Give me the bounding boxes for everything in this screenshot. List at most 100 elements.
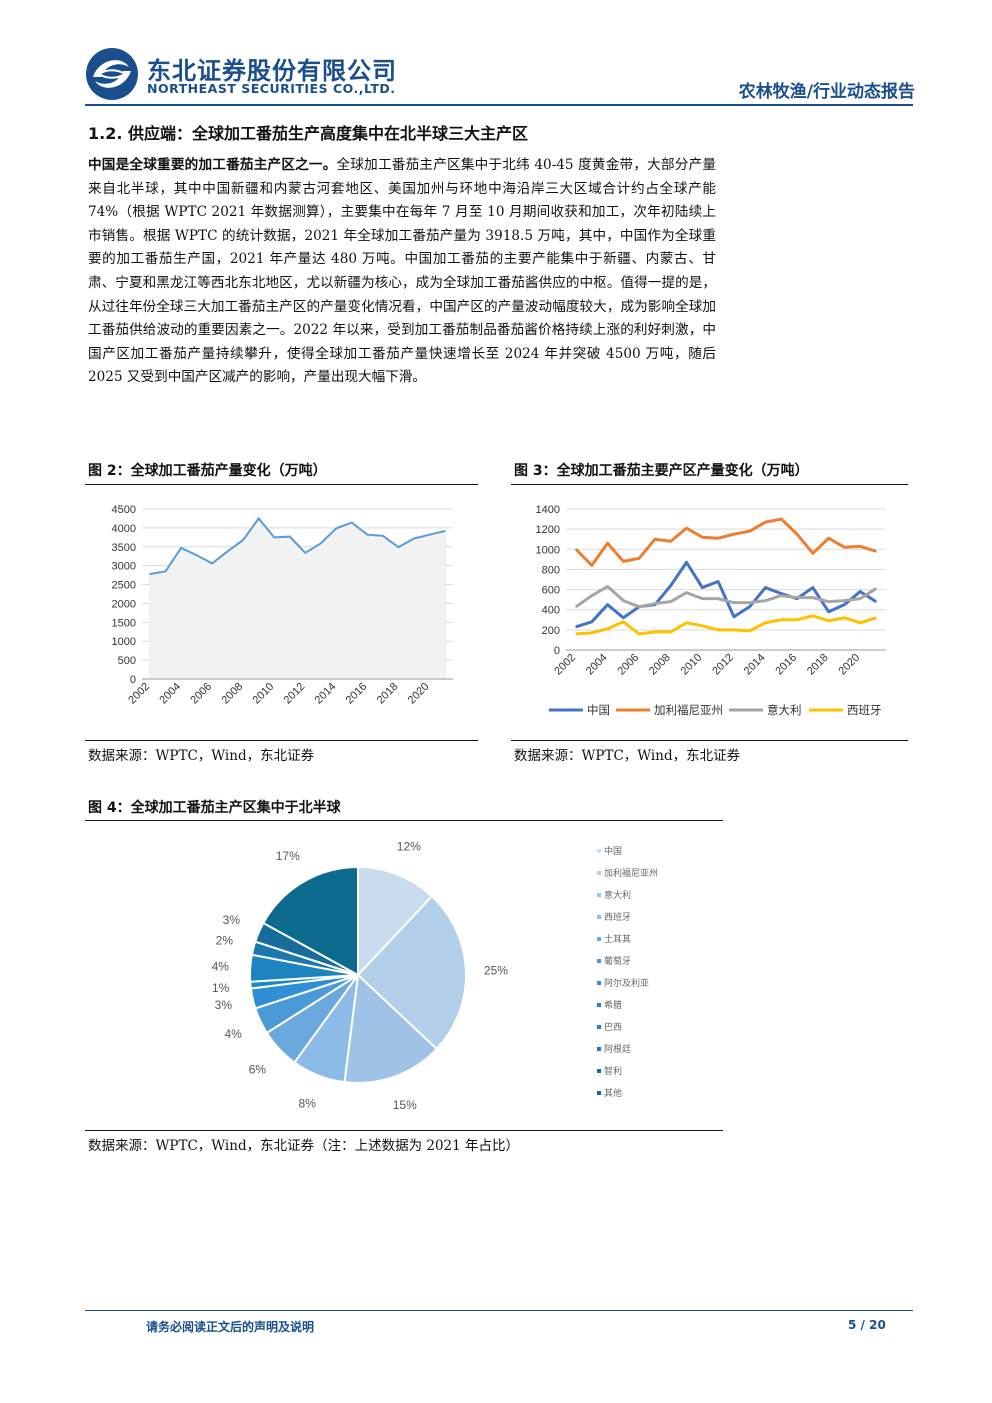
- fig3-point: [733, 533, 735, 535]
- fig2-point: [226, 550, 229, 553]
- fig3-point: [575, 605, 577, 608]
- fig4-data-label: 3%: [223, 913, 241, 927]
- fig3-bottom-rule: [511, 740, 908, 741]
- fig4-legend-item: 巴西: [597, 1022, 622, 1032]
- fig2-ytick-label: 2500: [112, 580, 136, 592]
- fig4-legend-swatch: [597, 1003, 601, 1007]
- fig2-point: [211, 562, 213, 565]
- fig2-ytick-label: 2000: [112, 598, 136, 610]
- fig3-ytick-label: 1400: [536, 504, 560, 516]
- fig3-point: [717, 597, 719, 600]
- fig2-point: [288, 535, 291, 538]
- fig4-data-label: 8%: [299, 1096, 317, 1110]
- fig3-xtick-label: 2008: [647, 652, 673, 678]
- fig3-series-line: [575, 560, 877, 629]
- fig2-point: [257, 517, 260, 520]
- fig4-legend-swatch: [597, 937, 601, 941]
- fig4-legend-swatch: [597, 1047, 601, 1051]
- fig3-series-line: [575, 585, 877, 609]
- fig3-xtick-label: 2018: [805, 652, 831, 678]
- fig4-data-label: 4%: [212, 959, 230, 973]
- fig2-xtick-label: 2012: [282, 681, 308, 707]
- fig3-source: 数据来源：WPTC，Wind，东北证券: [514, 748, 741, 764]
- fig3-point: [843, 546, 846, 549]
- fig2-point: [382, 535, 384, 537]
- fig3-point: [685, 591, 688, 594]
- fig4-legend-swatch: [597, 915, 601, 919]
- fig3-point: [590, 632, 593, 634]
- fig3-point: [717, 629, 719, 631]
- fig3-point: [654, 602, 656, 605]
- fig3-point: [843, 616, 846, 619]
- fig4-legend-label: 葡萄牙: [604, 955, 631, 966]
- fig3-top-rule: [511, 484, 908, 485]
- fig3-point: [827, 600, 830, 603]
- fig2-point: [149, 573, 151, 575]
- section-title: 1.2. 供应端：全球加工番茄生产高度集中在北半球三大主产区: [88, 124, 528, 143]
- fig4-data-label: 12%: [397, 840, 421, 854]
- fig2-ytick-label: 3500: [112, 542, 136, 554]
- fig3-point: [590, 594, 593, 597]
- fig3-point: [717, 580, 719, 583]
- fig3-point: [764, 622, 767, 624]
- fig2-point: [273, 536, 276, 539]
- fig4-legend-item: 中国: [597, 845, 622, 856]
- fig3-point: [717, 537, 719, 540]
- fig4-legend-swatch: [597, 1025, 601, 1029]
- fig3-point: [827, 619, 830, 622]
- fig3-point: [606, 585, 609, 588]
- fig2-ytick-label: 1500: [112, 617, 136, 629]
- report-header: 东北证券股份有限公司 NORTHEAST SECURITIES CO.,LTD.…: [85, 45, 915, 105]
- fig4-legend-label: 智利: [604, 1065, 622, 1076]
- fig4-slice: [262, 865, 359, 977]
- fig4-legend-label: 中国: [604, 845, 622, 856]
- fig3-point: [780, 618, 783, 621]
- fig3-point: [733, 629, 735, 631]
- body-paragraph: 中国是全球重要的加工番茄主产区之一。全球加工番茄主产区集中于北纬 40-45 度…: [88, 154, 716, 390]
- fig2-xtick-label: 2004: [157, 681, 183, 707]
- fig3-ytick-label: 600: [542, 585, 560, 597]
- fig2-title: 图 2：全球加工番茄产量变化（万吨）: [88, 463, 327, 479]
- fig3-point: [669, 584, 672, 587]
- company-name-en: NORTHEAST SECURITIES CO.,LTD.: [147, 81, 396, 96]
- fig3-point: [606, 542, 609, 545]
- fig2-point: [304, 552, 307, 554]
- fig3-legend-item: 西班牙: [809, 704, 882, 717]
- fig3-point: [654, 631, 656, 633]
- fig3-point: [590, 564, 593, 567]
- fig3-legend-item: 中国: [549, 704, 610, 717]
- footer-divider: [85, 1310, 913, 1311]
- fig2-xtick-label: 2016: [344, 681, 370, 707]
- fig3-legend-label: 意大利: [767, 703, 802, 717]
- fig2-ytick-label: 3000: [112, 561, 136, 573]
- fig3-legend-label: 中国: [587, 704, 610, 717]
- fig4-legend-label: 阿尔及利亚: [604, 977, 649, 988]
- fig4-legend-swatch: [597, 871, 601, 875]
- fig3-series-line: [575, 614, 877, 636]
- fig3-point: [685, 622, 688, 624]
- fig3-point: [796, 533, 798, 535]
- fig2-point: [413, 537, 415, 540]
- fig3-legend-item: 意大利: [729, 703, 802, 717]
- fig4-legend-item: 希腊: [597, 999, 622, 1010]
- page-number: 5 / 20: [848, 1318, 886, 1332]
- fig3-point: [575, 548, 577, 551]
- fig3-point: [827, 537, 830, 540]
- fig3-point: [796, 618, 798, 621]
- fig3-point: [812, 596, 814, 599]
- fig3-point: [701, 586, 704, 589]
- fig3-point: [812, 614, 814, 617]
- fig3-ytick-label: 200: [542, 625, 560, 637]
- fig3-point: [685, 561, 688, 564]
- fig3-point: [606, 603, 609, 606]
- fig3-point: [701, 625, 704, 627]
- fig2-area: [150, 518, 445, 679]
- fig4-chart: 12% 25% 15% 8% 6% 4% 3% 1% 4% 2% 3% 17% 中国加利福尼亚州意大利西…: [212, 840, 658, 1112]
- fig4-top-rule: [85, 820, 723, 821]
- fig3-ytick-label: 1000: [536, 544, 560, 556]
- fig4-legend-label: 意大利: [604, 889, 631, 900]
- fig4-data-label: 15%: [393, 1098, 417, 1112]
- fig3-title: 图 3：全球加工番茄主要产区产量变化（万吨）: [514, 463, 809, 479]
- fig3-point: [859, 590, 862, 593]
